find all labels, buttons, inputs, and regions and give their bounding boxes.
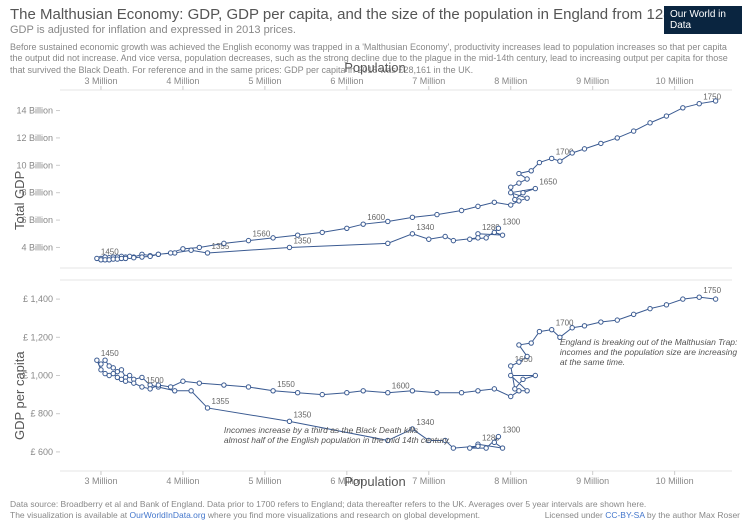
y-axis-label-top: Total GDP (12, 171, 27, 230)
svg-text:4 Billion: 4 Billion (21, 242, 53, 252)
svg-text:1350: 1350 (293, 410, 311, 419)
svg-text:1450: 1450 (101, 247, 119, 256)
svg-text:1340: 1340 (416, 223, 434, 232)
svg-text:almost half of the English pop: almost half of the English population in… (224, 435, 451, 445)
svg-text:£ 1,200: £ 1,200 (23, 332, 53, 342)
svg-text:England is breaking out of the: England is breaking out of the Malthusia… (560, 337, 738, 347)
svg-text:£ 1,000: £ 1,000 (23, 371, 53, 381)
svg-text:£ 600: £ 600 (30, 447, 53, 457)
svg-text:1450: 1450 (101, 349, 119, 358)
svg-text:1500: 1500 (146, 376, 164, 385)
svg-text:14 Billion: 14 Billion (16, 106, 53, 116)
svg-text:1355: 1355 (212, 242, 230, 251)
svg-text:10 Billion: 10 Billion (16, 160, 53, 170)
svg-text:incomes and the population siz: incomes and the population size are incr… (560, 347, 737, 357)
total-gdp-chart: 3 Million 4 Million 5 Million 6 Million 7 Mi… (0, 74, 750, 274)
svg-text:10 Million: 10 Million (656, 76, 694, 86)
svg-text:1550: 1550 (277, 380, 295, 389)
owid-logo: Our World in Data (664, 6, 742, 34)
svg-text:4 Million: 4 Million (166, 76, 199, 86)
owid-link[interactable]: OurWorldInData.org (130, 510, 206, 520)
svg-text:1350: 1350 (293, 236, 311, 245)
svg-text:9 Million: 9 Million (576, 76, 609, 86)
svg-text:1560: 1560 (252, 230, 270, 239)
svg-text:1600: 1600 (367, 213, 385, 222)
svg-text:1750: 1750 (703, 286, 721, 295)
svg-text:8 Million: 8 Million (494, 76, 527, 86)
svg-text:7 Million: 7 Million (412, 76, 445, 86)
svg-text:1300: 1300 (502, 426, 520, 435)
svg-text:Incomes increase by a third as: Incomes increase by a third as the Black… (224, 425, 419, 435)
svg-text:3 Million: 3 Million (84, 76, 117, 86)
x-axis-label-bottom: Population (0, 474, 750, 489)
svg-text:1300: 1300 (502, 217, 520, 226)
svg-text:1600: 1600 (392, 382, 410, 391)
svg-text:£ 1,400: £ 1,400 (23, 294, 53, 304)
svg-text:5 Million: 5 Million (248, 76, 281, 86)
chart-subtitle: GDP is adjusted for inflation and expres… (10, 24, 740, 36)
svg-text:1750: 1750 (703, 93, 721, 102)
svg-text:£ 800: £ 800 (30, 409, 53, 419)
chart-footer: Data source: Broadberry et al and Bank o… (10, 499, 740, 521)
svg-text:6 Million: 6 Million (330, 76, 363, 86)
svg-text:1340: 1340 (416, 418, 434, 427)
x-axis-label-top: Population (0, 60, 750, 75)
chart-title: The Malthusian Economy: GDP, GDP per cap… (10, 6, 740, 23)
svg-text:12 Billion: 12 Billion (16, 133, 53, 143)
gdp-per-capita-chart: 3 Million4 Million5 Million6 Million7 Mi… (0, 274, 750, 489)
svg-text:at the same time.: at the same time. (560, 357, 625, 367)
svg-text:1650: 1650 (539, 178, 557, 187)
y-axis-label-bottom: GDP per capita (12, 351, 27, 440)
license-link[interactable]: CC-BY-SA (605, 510, 644, 520)
footer-source: Data source: Broadberry et al and Bank o… (10, 499, 646, 509)
svg-text:1355: 1355 (212, 397, 230, 406)
